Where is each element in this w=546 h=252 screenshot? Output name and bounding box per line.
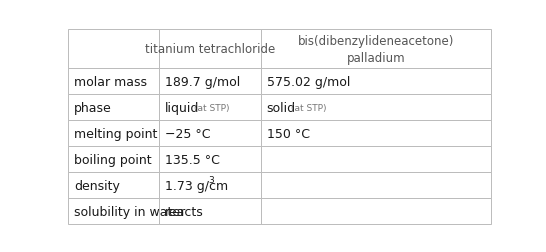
- Bar: [159, 30, 261, 69]
- Bar: [159, 147, 261, 173]
- Text: reacts: reacts: [165, 205, 204, 218]
- Bar: [159, 69, 261, 95]
- Text: bis(dibenzylideneacetone)
palladium: bis(dibenzylideneacetone) palladium: [298, 35, 454, 65]
- Bar: [159, 173, 261, 198]
- Text: 3: 3: [209, 175, 214, 184]
- Bar: [261, 30, 491, 69]
- Bar: [68, 30, 159, 69]
- Bar: [261, 173, 491, 198]
- Text: boiling point: boiling point: [74, 153, 152, 166]
- Bar: [261, 95, 491, 121]
- Text: 150 °C: 150 °C: [266, 127, 310, 140]
- Bar: [68, 173, 159, 198]
- Bar: [159, 198, 261, 224]
- Text: −25 °C: −25 °C: [165, 127, 211, 140]
- Text: solid: solid: [266, 101, 296, 114]
- Text: solubility in water: solubility in water: [74, 205, 186, 218]
- Bar: [261, 69, 491, 95]
- Text: 1.73 g/cm: 1.73 g/cm: [165, 179, 228, 192]
- Bar: [159, 121, 261, 147]
- Bar: [68, 147, 159, 173]
- Text: phase: phase: [74, 101, 112, 114]
- Bar: [261, 147, 491, 173]
- Bar: [261, 198, 491, 224]
- Text: (at STP): (at STP): [194, 103, 229, 112]
- Text: 189.7 g/mol: 189.7 g/mol: [165, 76, 240, 88]
- Bar: [68, 69, 159, 95]
- Text: liquid: liquid: [165, 101, 199, 114]
- Text: melting point: melting point: [74, 127, 158, 140]
- Bar: [68, 121, 159, 147]
- Bar: [261, 121, 491, 147]
- Bar: [68, 95, 159, 121]
- Text: (at STP): (at STP): [291, 103, 327, 112]
- Bar: [159, 95, 261, 121]
- Text: density: density: [74, 179, 120, 192]
- Text: 135.5 °C: 135.5 °C: [165, 153, 220, 166]
- Text: molar mass: molar mass: [74, 76, 147, 88]
- Text: titanium tetrachloride: titanium tetrachloride: [145, 43, 275, 56]
- Text: 575.02 g/mol: 575.02 g/mol: [266, 76, 350, 88]
- Bar: [68, 198, 159, 224]
